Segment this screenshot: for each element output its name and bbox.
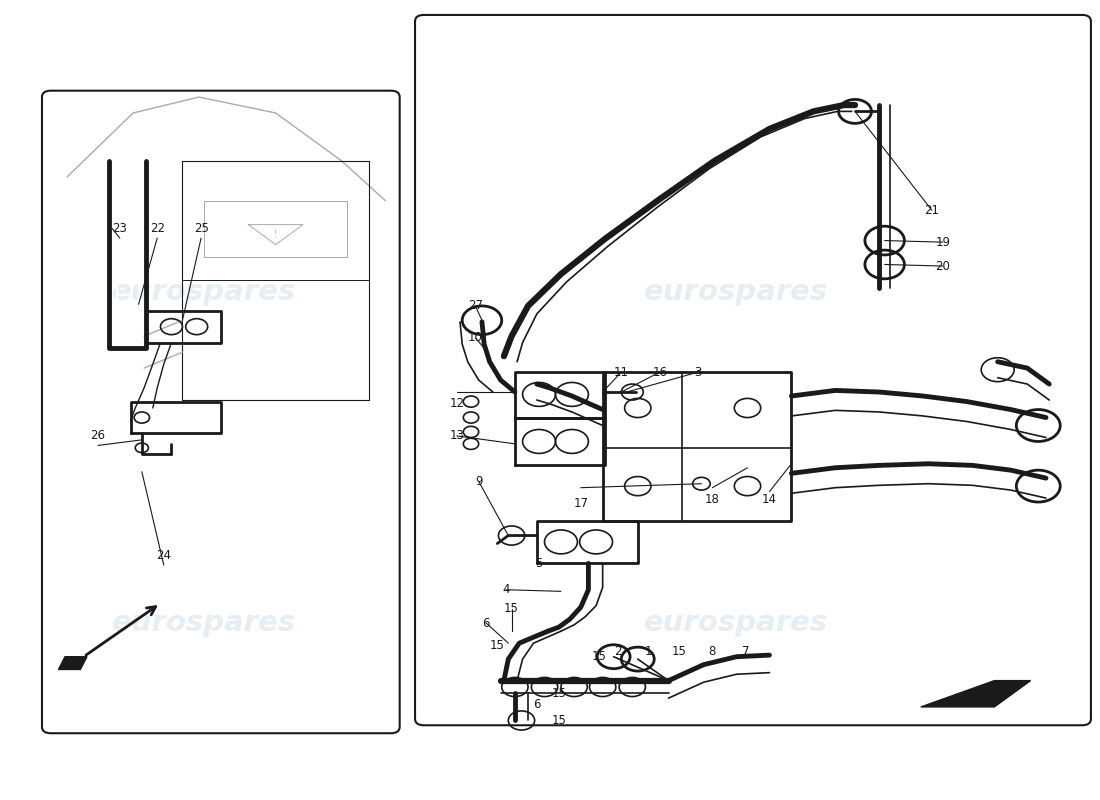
Text: 15: 15 (672, 645, 686, 658)
Text: eurospares: eurospares (645, 610, 828, 638)
Text: 6: 6 (534, 698, 540, 711)
Text: eurospares: eurospares (112, 610, 297, 638)
Polygon shape (921, 681, 1031, 707)
Text: !: ! (274, 230, 277, 238)
Text: 24: 24 (156, 549, 172, 562)
Text: 27: 27 (468, 299, 483, 313)
Text: 16: 16 (652, 366, 668, 378)
Text: 8: 8 (708, 645, 716, 658)
Text: 9: 9 (475, 475, 483, 488)
Text: 12: 12 (449, 398, 464, 410)
Text: 7: 7 (741, 645, 749, 658)
Text: 14: 14 (762, 493, 777, 506)
Text: 21: 21 (924, 204, 939, 217)
Text: 5: 5 (536, 557, 542, 570)
Text: 15: 15 (504, 602, 519, 615)
Polygon shape (58, 657, 87, 670)
Text: 3: 3 (694, 366, 702, 378)
Text: eurospares: eurospares (645, 278, 828, 306)
Text: 22: 22 (150, 222, 165, 235)
Text: 23: 23 (112, 222, 128, 235)
Text: 13: 13 (449, 430, 464, 442)
Text: 15: 15 (490, 639, 505, 652)
Text: 18: 18 (705, 493, 719, 506)
Text: 2: 2 (614, 645, 622, 658)
Text: 17: 17 (573, 497, 588, 510)
Text: 15: 15 (592, 650, 607, 663)
Text: 19: 19 (935, 236, 950, 249)
Text: 15: 15 (551, 714, 566, 727)
Text: 26: 26 (90, 430, 106, 442)
Text: 11: 11 (614, 366, 629, 378)
FancyArrowPatch shape (64, 658, 79, 664)
Text: eurospares: eurospares (112, 278, 297, 306)
Text: 6: 6 (483, 617, 491, 630)
Text: 20: 20 (935, 259, 950, 273)
Text: 25: 25 (194, 222, 209, 235)
Text: 4: 4 (503, 583, 510, 596)
Text: 1: 1 (645, 645, 652, 658)
Text: 10: 10 (468, 331, 483, 344)
Text: 15: 15 (551, 687, 566, 700)
